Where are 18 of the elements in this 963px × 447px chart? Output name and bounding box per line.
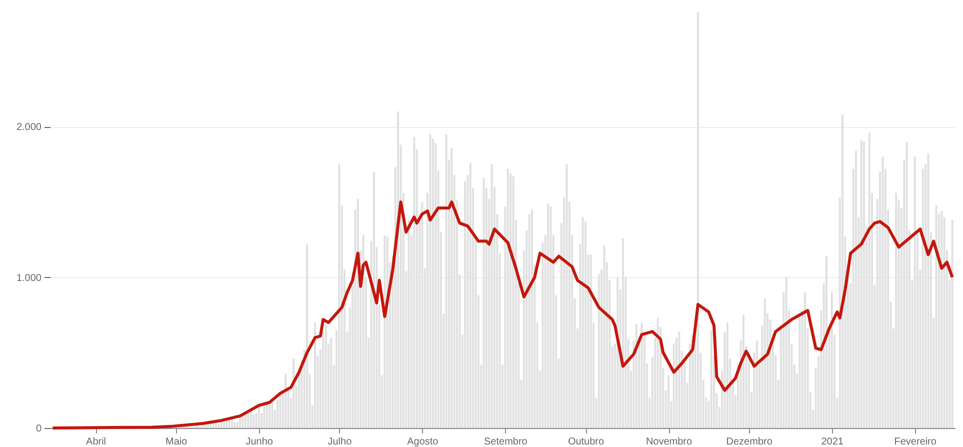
x-tick-label: Setembro [484, 436, 528, 447]
x-tick-label: Maio [166, 436, 188, 447]
bar [244, 414, 246, 428]
y-tick-label: 2.000 [16, 122, 42, 134]
line-series [51, 200, 954, 430]
x-tick-label: Dezembro [726, 436, 773, 447]
x-tick-label: Novembro [646, 436, 692, 447]
bar [710, 330, 712, 428]
x-tick-label: Agosto [407, 436, 439, 447]
x-tick-label: Julho [328, 436, 352, 447]
bar [616, 277, 619, 428]
x-tick-label: 2021 [821, 436, 844, 447]
x-tick-label: Fevereiro [894, 436, 937, 447]
x-tick-label: Outubro [568, 436, 605, 447]
y-tick-label: 1.000 [16, 272, 42, 284]
x-tick-label: Junho [246, 436, 274, 447]
x-tick-label: Abril [86, 436, 106, 447]
y-tick-label: 0 [36, 424, 42, 434]
